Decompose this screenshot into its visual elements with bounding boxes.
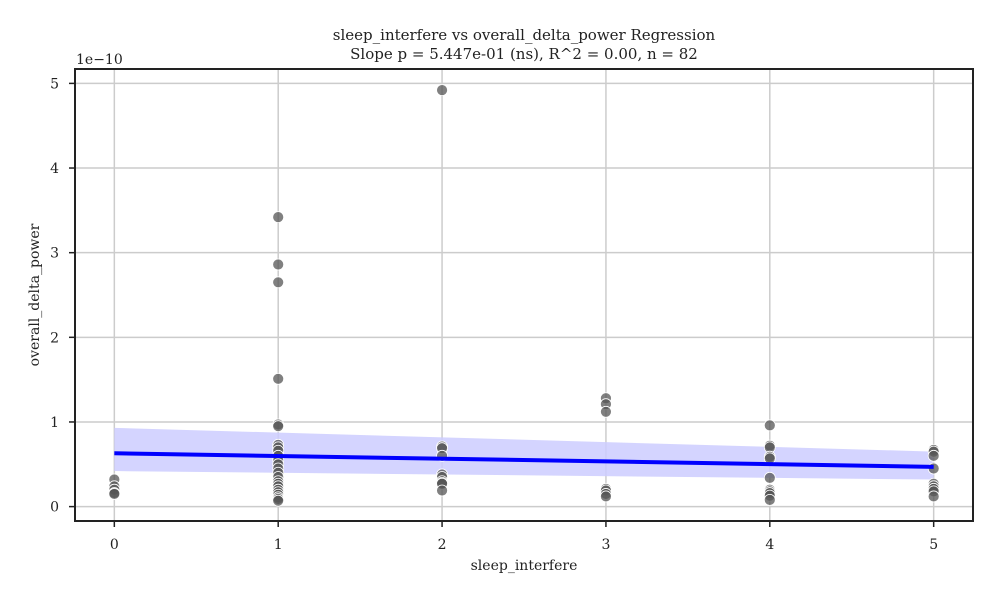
scatter-point-6 [272, 258, 285, 271]
x-tick-label-3: 3 [601, 537, 610, 553]
y-tick-label-4: 4 [50, 161, 59, 177]
y-scale-offset-label: 1e−10 [76, 52, 123, 68]
scatter-point-65 [927, 490, 940, 503]
scatter-point-8 [272, 372, 285, 385]
y-tick-label-1: 1 [50, 415, 59, 431]
scatter-point-41 [600, 405, 612, 418]
scatter-point-46 [763, 419, 776, 432]
y-tick-label-5: 5 [50, 76, 59, 92]
scatter-points [108, 84, 940, 507]
x-tick-label-0: 0 [110, 537, 119, 553]
y-tick-label-3: 3 [50, 246, 59, 262]
scatter-point-10 [272, 420, 285, 433]
chart-title-line2: Slope p = 5.447e-01 (ns), R^2 = 0.00, n … [350, 45, 698, 63]
x-axis-ticks: 0 1 2 3 4 5 [110, 521, 938, 553]
x-tick-label-2: 2 [438, 537, 447, 553]
scatter-point-38 [436, 484, 448, 497]
x-tick-label-4: 4 [765, 537, 774, 553]
y-axis-ticks: 0 1 2 3 4 5 [50, 76, 75, 516]
confidence-band [114, 427, 934, 480]
scatter-point-45 [600, 490, 612, 503]
chart-title-line1: sleep_interfere vs overall_delta_power R… [333, 26, 716, 44]
scatter-point-4 [108, 488, 121, 500]
regression-line [114, 451, 934, 469]
scatter-point-5 [272, 211, 285, 224]
y-tick-label-0: 0 [50, 500, 59, 516]
scatter-point-28 [272, 494, 285, 507]
x-axis-label: sleep_interfere [471, 558, 578, 574]
plot-frame [74, 68, 974, 522]
scatter-point-7 [272, 276, 285, 289]
x-tick-label-5: 5 [929, 537, 938, 553]
x-tick-label-1: 1 [274, 537, 283, 553]
y-axis-label: overall_delta_power [27, 223, 43, 366]
scatter-point-56 [763, 493, 776, 506]
scatter-point-51 [763, 471, 776, 484]
scatter-point-29 [436, 84, 448, 97]
grid-lines [75, 69, 973, 521]
y-tick-label-2: 2 [50, 330, 59, 346]
scatter-point-59 [927, 449, 940, 462]
